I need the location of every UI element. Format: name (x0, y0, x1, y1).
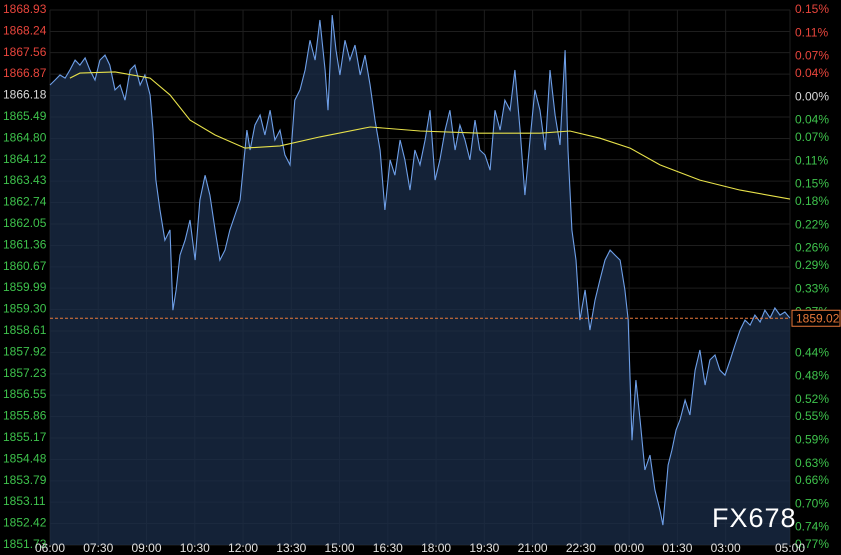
y-tick-label: 1853.79 (3, 473, 47, 487)
y2-tick-label: 0.07% (795, 49, 829, 63)
x-tick-label: 22:30 (566, 541, 596, 555)
watermark: FX678 (712, 503, 797, 533)
x-tick-label: 18:00 (421, 541, 451, 555)
y-tick-label: 1868.24 (3, 24, 47, 38)
x-tick-label: 09:00 (132, 541, 162, 555)
y2-tick-label: 0.11% (795, 153, 828, 167)
y-tick-label: 1864.12 (3, 152, 47, 166)
y2-tick-label: 0.70% (795, 496, 829, 510)
y-tick-label: 1859.99 (3, 280, 47, 294)
y2-tick-label: 0.77% (795, 537, 829, 551)
x-tick-label: 10:30 (180, 541, 210, 555)
x-tick-label: 12:00 (228, 541, 258, 555)
y-tick-label: 1861.36 (3, 238, 47, 252)
x-tick-label: 06:00 (35, 541, 65, 555)
price-area (50, 15, 790, 545)
x-tick-label: 16:30 (373, 541, 403, 555)
y-tick-label: 1855.86 (3, 409, 47, 423)
y-tick-label: 1856.55 (3, 387, 47, 401)
y2-tick-label: 0.15% (795, 2, 829, 16)
x-tick-label: 07:30 (83, 541, 113, 555)
x-tick-label: 13:30 (276, 541, 306, 555)
y2-tick-label: 0.33% (795, 281, 829, 295)
x-tick-label: 03:00 (711, 541, 741, 555)
y-tick-label: 1866.18 (3, 88, 47, 102)
y-tick-label: 1853.11 (3, 494, 46, 508)
x-tick-label: 15:00 (325, 541, 355, 555)
y-tick-label: 1855.17 (3, 430, 47, 444)
y2-tick-label: 0.26% (795, 241, 829, 255)
y-tick-label: 1851.73 (3, 537, 47, 551)
x-tick-label: 00:00 (614, 541, 644, 555)
x-tick-label: 01:30 (662, 541, 692, 555)
y2-tick-label: 0.07% (795, 130, 829, 144)
y2-tick-label: 0.48% (795, 369, 829, 383)
y-tick-label: 1868.93 (3, 2, 47, 16)
y-tick-label: 1862.74 (3, 195, 47, 209)
y-tick-label: 1858.61 (3, 323, 47, 337)
last-price-label: 1859.02 (796, 311, 840, 325)
y2-tick-label: 0.00% (795, 89, 829, 103)
y-tick-label: 1867.56 (3, 45, 47, 59)
y-tick-label: 1863.43 (3, 173, 47, 187)
last-price-box (791, 309, 841, 327)
y2-tick-label: 0.04% (795, 113, 829, 127)
y2-tick-label: 0.18% (795, 194, 829, 208)
y2-tick-label: 0.15% (795, 177, 829, 191)
y-tick-label: 1860.67 (3, 259, 47, 273)
y-tick-label: 1862.05 (3, 216, 47, 230)
average-line (69, 71, 791, 200)
y2-tick-label: 0.22% (795, 217, 829, 231)
y2-tick-label: 0.29% (795, 258, 829, 272)
x-tick-label: 05:00 (775, 541, 805, 555)
y-tick-label: 1854.48 (3, 452, 47, 466)
y2-tick-label: 0.52% (795, 392, 829, 406)
y2-tick-label: 0.55% (795, 409, 829, 423)
y2-tick-label: 0.59% (795, 432, 829, 446)
y-tick-label: 1857.23 (3, 366, 47, 380)
x-tick-label: 21:00 (518, 541, 548, 555)
y2-tick-label: 0.74% (795, 520, 829, 534)
y-tick-label: 1852.42 (3, 516, 47, 530)
y-tick-label: 1866.87 (3, 66, 47, 80)
y2-tick-label: 0.44% (795, 345, 829, 359)
y2-tick-label: 0.11% (795, 25, 828, 39)
y2-tick-label: 0.04% (795, 66, 829, 80)
y-tick-label: 1859.30 (3, 302, 47, 316)
y2-tick-label: 0.63% (795, 456, 829, 470)
y-tick-label: 1865.49 (3, 109, 47, 123)
y2-tick-label: 0.66% (795, 473, 829, 487)
y-tick-label: 1864.80 (3, 131, 47, 145)
y-tick-label: 1857.92 (3, 345, 47, 359)
price-line (49, 14, 791, 526)
x-tick-label: 19:30 (469, 541, 499, 555)
